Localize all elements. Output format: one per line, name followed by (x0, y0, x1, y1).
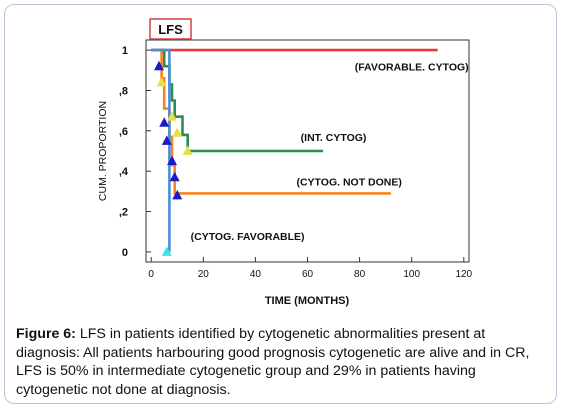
series-1-marker (172, 127, 183, 137)
x-tick-label: 40 (250, 269, 262, 280)
series-label-1: (INT. CYTOG) (301, 132, 367, 144)
series-line-1 (151, 48, 324, 153)
series-1-marker (182, 145, 193, 155)
series-3-marker (154, 60, 165, 71)
series-3-marker (161, 135, 172, 145)
y-axis-label: CUM. PROPORTION (97, 101, 109, 201)
series-1-marker (167, 111, 178, 121)
figure-caption: Figure 6: LFS in patients identified by … (16, 325, 546, 399)
series-label-3: (CYTOG. FAVORABLE) (191, 231, 305, 243)
x-tick-label: 120 (455, 269, 472, 280)
y-tick-label: ,2 (119, 207, 128, 219)
lfs-badge: LFS (149, 18, 192, 40)
series-3-marker (161, 246, 172, 256)
caption-label: Figure 6: (16, 326, 76, 342)
x-tick-label: 0 (148, 269, 154, 280)
series-label-2: (CYTOG. NOT DONE) (296, 176, 401, 188)
y-tick-label: 0 (122, 247, 128, 259)
series-label-0: (FAVORABLE. CYTOG) (355, 61, 469, 73)
x-tick-label: 20 (198, 269, 210, 280)
series-3-marker (167, 155, 178, 166)
x-tick-label: 60 (302, 269, 314, 280)
survival-chart: LFS 0 ,2 ,4 ,6 ,8 1 0 20 40 60 80 100 120 (FAVORABL… (97, 18, 473, 307)
series-line-3 (151, 48, 171, 252)
x-axis-label: TIME (MONTHS) (265, 295, 350, 307)
y-tick-label: ,8 (119, 85, 128, 97)
x-tick-label: 100 (403, 269, 420, 280)
y-tick-label: ,6 (119, 126, 128, 138)
series-3-marker (159, 117, 170, 127)
series-3-marker (169, 171, 180, 182)
series-1-marker (156, 76, 167, 87)
caption-text: LFS in patients identified by cytogeneti… (16, 326, 530, 398)
lfs-badge-label: LFS (158, 22, 183, 37)
x-tick-label: 80 (354, 269, 366, 280)
y-tick-label: ,4 (119, 166, 129, 178)
series-3-marker (172, 189, 183, 200)
y-tick-label: 1 (122, 45, 128, 57)
